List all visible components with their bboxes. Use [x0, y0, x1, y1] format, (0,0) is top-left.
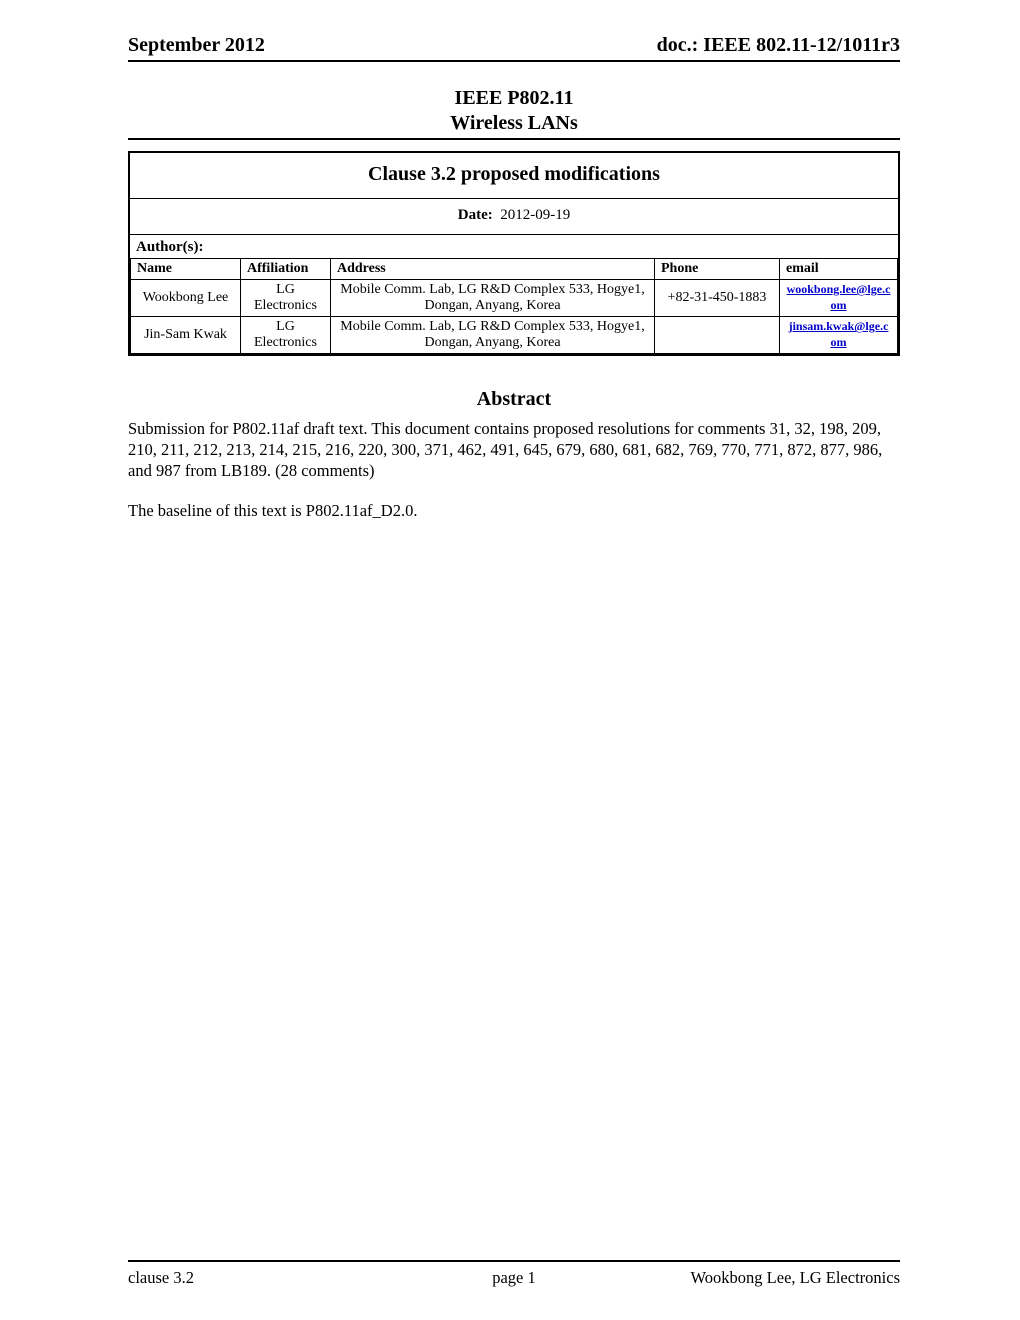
author-email-cell: wookbong.lee@lge.com	[780, 280, 898, 317]
page-header: September 2012 doc.: IEEE 802.11-12/1011…	[128, 34, 900, 62]
author-email-link[interactable]: jinsam.kwak@lge.com	[789, 319, 889, 349]
authors-label: Author(s):	[130, 235, 898, 258]
footer-rule	[128, 1260, 900, 1262]
author-phone: +82-31-450-1883	[655, 280, 780, 317]
header-right: doc.: IEEE 802.11-12/1011r3	[657, 34, 900, 57]
page-footer: clause 3.2 page 1 Wookbong Lee, LG Elect…	[128, 1268, 900, 1288]
document-box: Clause 3.2 proposed modifications Date: …	[128, 151, 900, 356]
title-line-1: IEEE P802.11	[128, 86, 900, 111]
author-affiliation: LG Electronics	[241, 280, 331, 317]
abstract-paragraph-2: The baseline of this text is P802.11af_D…	[128, 501, 900, 522]
date-row: Date: 2012-09-19	[130, 199, 898, 235]
authors-table: Name Affiliation Address Phone email Woo…	[130, 258, 898, 354]
col-affiliation: Affiliation	[241, 259, 331, 280]
author-address: Mobile Comm. Lab, LG R&D Complex 533, Ho…	[331, 280, 655, 317]
footer-center: page 1	[128, 1268, 900, 1288]
abstract-paragraph-1: Submission for P802.11af draft text. Thi…	[128, 419, 900, 481]
col-email: email	[780, 259, 898, 280]
date-label: Date:	[458, 207, 493, 223]
title-block: IEEE P802.11 Wireless LANs	[128, 86, 900, 140]
document-title: Clause 3.2 proposed modifications	[130, 153, 898, 199]
col-address: Address	[331, 259, 655, 280]
author-email-link[interactable]: wookbong.lee@lge.com	[787, 282, 891, 312]
date-value-text: 2012-09-19	[500, 207, 570, 223]
author-address: Mobile Comm. Lab, LG R&D Complex 533, Ho…	[331, 317, 655, 354]
col-phone: Phone	[655, 259, 780, 280]
author-email-cell: jinsam.kwak@lge.com	[780, 317, 898, 354]
table-row: Wookbong Lee LG Electronics Mobile Comm.…	[131, 280, 898, 317]
table-header-row: Name Affiliation Address Phone email	[131, 259, 898, 280]
header-left: September 2012	[128, 34, 265, 57]
author-phone	[655, 317, 780, 354]
table-row: Jin-Sam Kwak LG Electronics Mobile Comm.…	[131, 317, 898, 354]
abstract-heading: Abstract	[128, 388, 900, 411]
author-affiliation: LG Electronics	[241, 317, 331, 354]
author-name: Wookbong Lee	[131, 280, 241, 317]
col-name: Name	[131, 259, 241, 280]
author-name: Jin-Sam Kwak	[131, 317, 241, 354]
title-line-2: Wireless LANs	[128, 111, 900, 136]
